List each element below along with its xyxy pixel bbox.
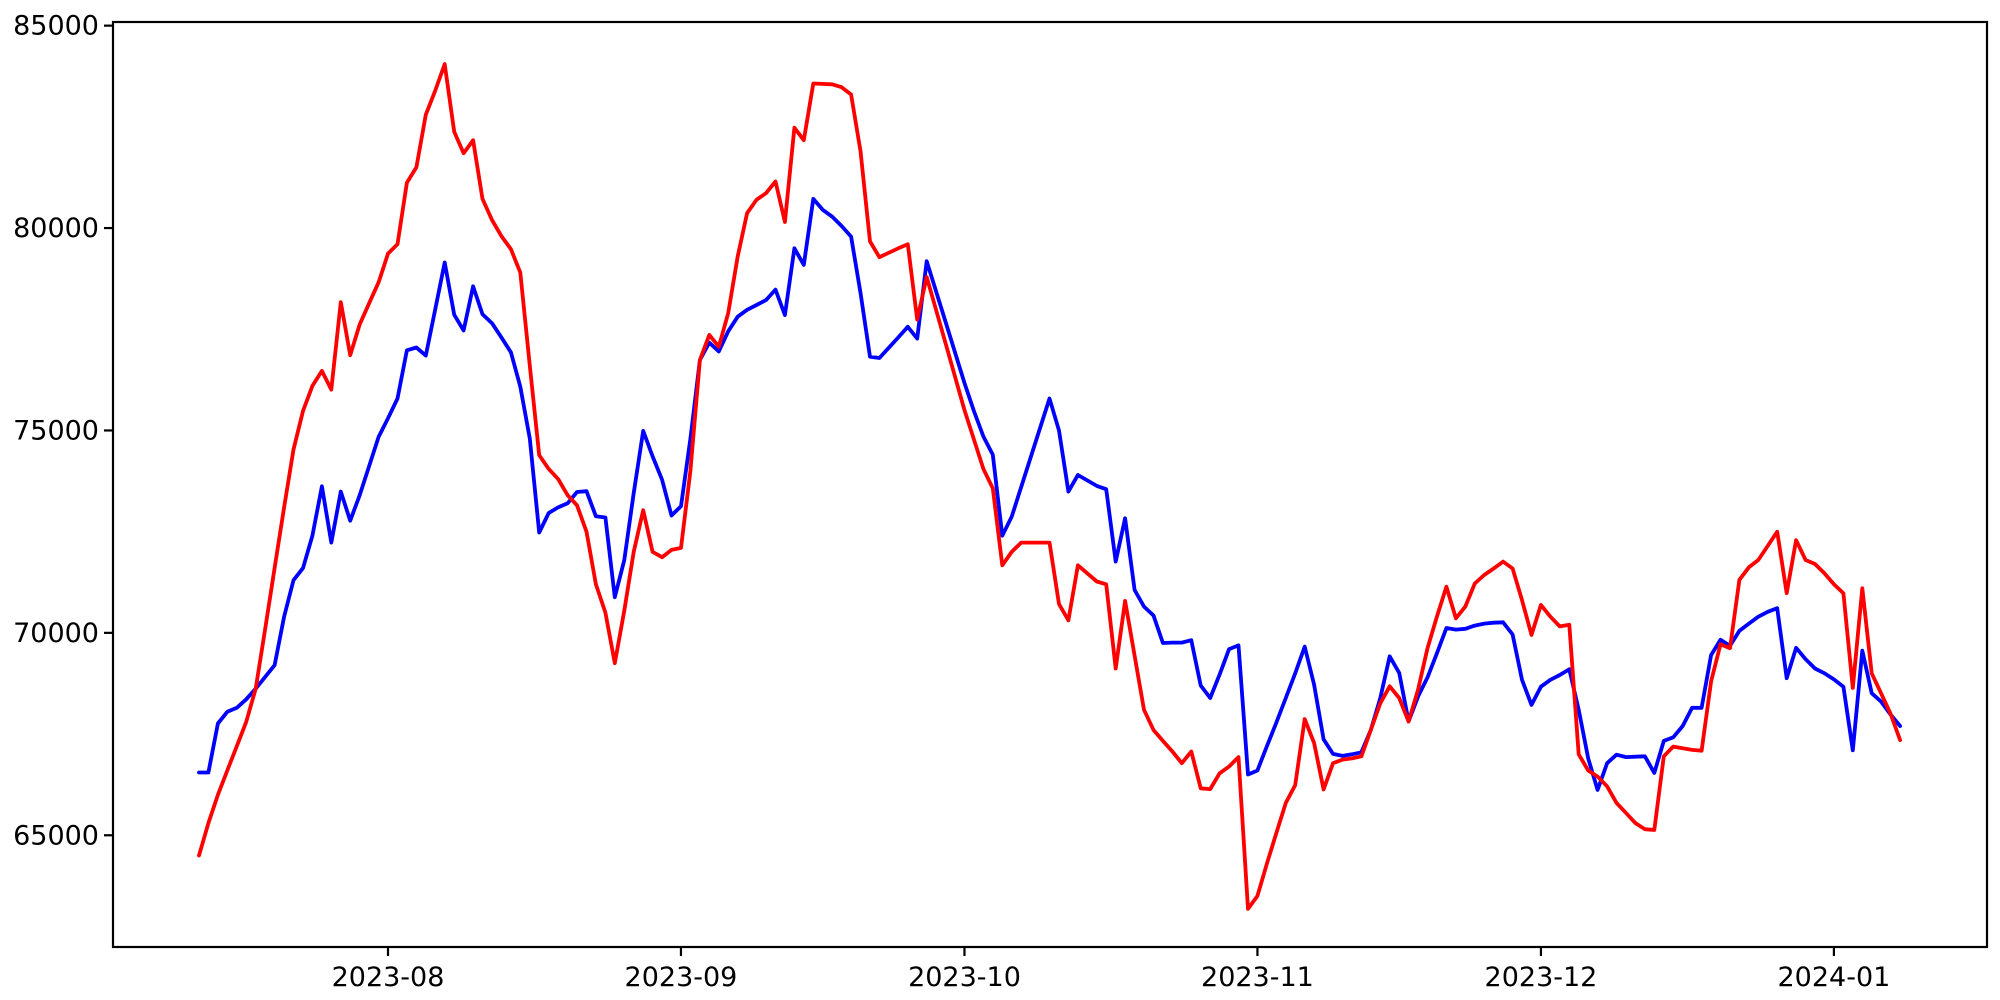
x-tick-label: 2024-01 [1777, 962, 1890, 993]
y-tick-label: 80000 [13, 213, 99, 244]
x-tick-label: 2023-10 [908, 962, 1021, 993]
y-tick-label: 65000 [13, 820, 99, 851]
plot-area-border [111, 20, 1989, 949]
x-tick-label: 2023-11 [1201, 962, 1314, 993]
y-tick-label: 85000 [13, 11, 99, 42]
x-tick-label: 2023-09 [625, 962, 738, 993]
x-tick-label: 2023-08 [332, 962, 445, 993]
y-tick-label: 70000 [13, 618, 99, 649]
y-tick-label: 75000 [13, 415, 99, 446]
x-tick-label: 2023-12 [1485, 962, 1598, 993]
blue-series-line [197, 196, 1902, 792]
red-series-line [197, 62, 1902, 911]
